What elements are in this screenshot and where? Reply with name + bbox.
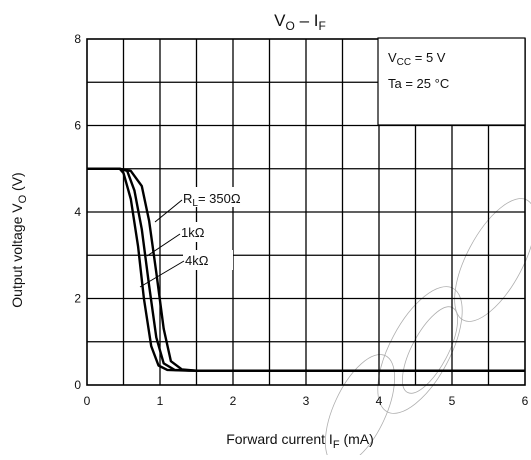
title-main-sub: O [286,19,295,33]
x-tick-label: 1 [157,394,164,408]
y-tick-label: 6 [74,119,81,133]
y-tick-labels: 0 2 4 6 8 [74,32,81,392]
svg-text:1kΩ: 1kΩ [181,225,205,240]
x-tick-label: 5 [449,394,456,408]
x-tick-label: 0 [84,394,91,408]
y-axis-label: Output voltage VO (V) [9,172,29,307]
title-x: I [314,11,319,30]
x-tick-label: 2 [230,394,237,408]
curves [87,167,525,372]
title-dash: – [295,11,314,30]
title-main: V [274,11,286,30]
svg-text:4kΩ: 4kΩ [185,253,209,268]
conditions-box: VCC = 5 V Ta = 25 °C [377,37,526,126]
condition-vcc: VCC = 5 V [388,50,446,68]
x-axis-label: Forward current IF (mA) [226,431,374,451]
x-tick-labels: 0 1 2 3 4 5 6 [84,394,529,408]
plot-frame [86,38,526,386]
watermark [324,198,531,460]
series-line-2 [87,167,525,372]
title-x-sub: F [318,19,325,33]
condition-ta: Ta = 25 °C [388,76,449,91]
curve-label-1k: 1kΩ [146,222,228,257]
curve-label-350: RL= 350Ω [154,187,258,223]
y-tick-label: 8 [74,32,81,46]
y-tick-label: 4 [74,205,81,219]
x-tick-label: 3 [303,394,310,408]
chart-title: VO – IF [274,11,326,33]
y-tick-label: 2 [74,292,81,306]
x-tick-label: 4 [376,394,383,408]
y-tick-label: 0 [74,378,81,392]
x-tick-label: 6 [522,394,529,408]
svg-text:RL= 350Ω: RL= 350Ω [183,191,241,209]
curve-label-4k: 4kΩ [139,250,233,288]
